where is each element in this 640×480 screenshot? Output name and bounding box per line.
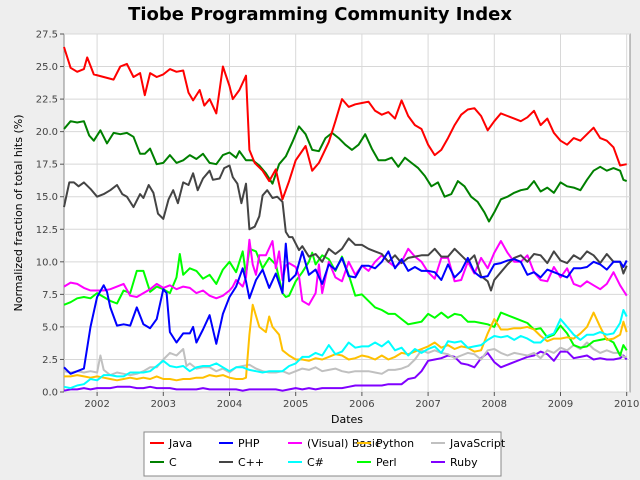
x-tick-label: 2008	[482, 399, 507, 410]
legend-label-c: C#	[307, 456, 324, 469]
x-tick-label: 2005	[283, 399, 308, 410]
legend-label-ruby: Ruby	[450, 456, 478, 469]
legend-label-perl: Perl	[376, 456, 397, 469]
series-line-ruby	[63, 350, 628, 392]
series-line-python	[64, 303, 628, 382]
legend-label-visual-basic: (Visual) Basic	[307, 437, 381, 450]
y-axis-label: Normalized fraction of total hits (%)	[12, 115, 25, 312]
y-tick-label: 20.0	[36, 127, 58, 138]
y-tick-label: 10.0	[36, 257, 58, 268]
y-tick-label: 25.0	[36, 62, 58, 73]
tick-layer: 0.0 2.5 5.0 7.5 10.0 12.5 15.0 17.5 20.0 22.5 25.0…	[36, 30, 640, 411]
x-axis-label: Dates	[331, 413, 363, 426]
legend-box	[143, 431, 502, 477]
y-tick-label: 7.5	[42, 290, 58, 301]
x-tick-label: 2010	[614, 399, 639, 410]
y-tick-label: 5.0	[42, 322, 58, 333]
series-line-c	[63, 120, 628, 223]
y-tick-label: 2.5	[42, 355, 58, 366]
x-tick-label: 2004	[217, 399, 242, 410]
legend-label-php: PHP	[238, 437, 260, 450]
x-tick-label: 2002	[84, 399, 109, 410]
series-line-php	[63, 242, 628, 375]
legend-label-python: Python	[376, 437, 414, 450]
y-tick-label: 0.0	[42, 388, 58, 399]
x-tick-label: 2009	[548, 399, 573, 410]
legend-label-c: C	[169, 456, 177, 469]
y-tick-label: 22.5	[36, 95, 58, 106]
y-tick-label: 27.5	[36, 30, 58, 41]
legend-label-javascript: JavaScript	[449, 437, 506, 450]
y-tick-label: 17.5	[36, 160, 58, 171]
series-line-c	[63, 164, 628, 292]
x-tick-label: 2006	[349, 399, 374, 410]
series-line-c	[63, 309, 628, 390]
x-tick-label: 2007	[415, 399, 440, 410]
series-line-java	[63, 46, 627, 201]
series-layer	[63, 46, 628, 392]
legend-label-c: C++	[238, 456, 264, 469]
y-tick-label: 15.0	[36, 192, 58, 203]
chart-title: Tiobe Programming Community Index	[128, 4, 512, 25]
x-tick-label: 2003	[151, 399, 176, 410]
y-tick-label: 12.5	[36, 225, 58, 236]
series-line-visual-basic	[63, 238, 628, 306]
legend-label-java: Java	[168, 437, 192, 450]
